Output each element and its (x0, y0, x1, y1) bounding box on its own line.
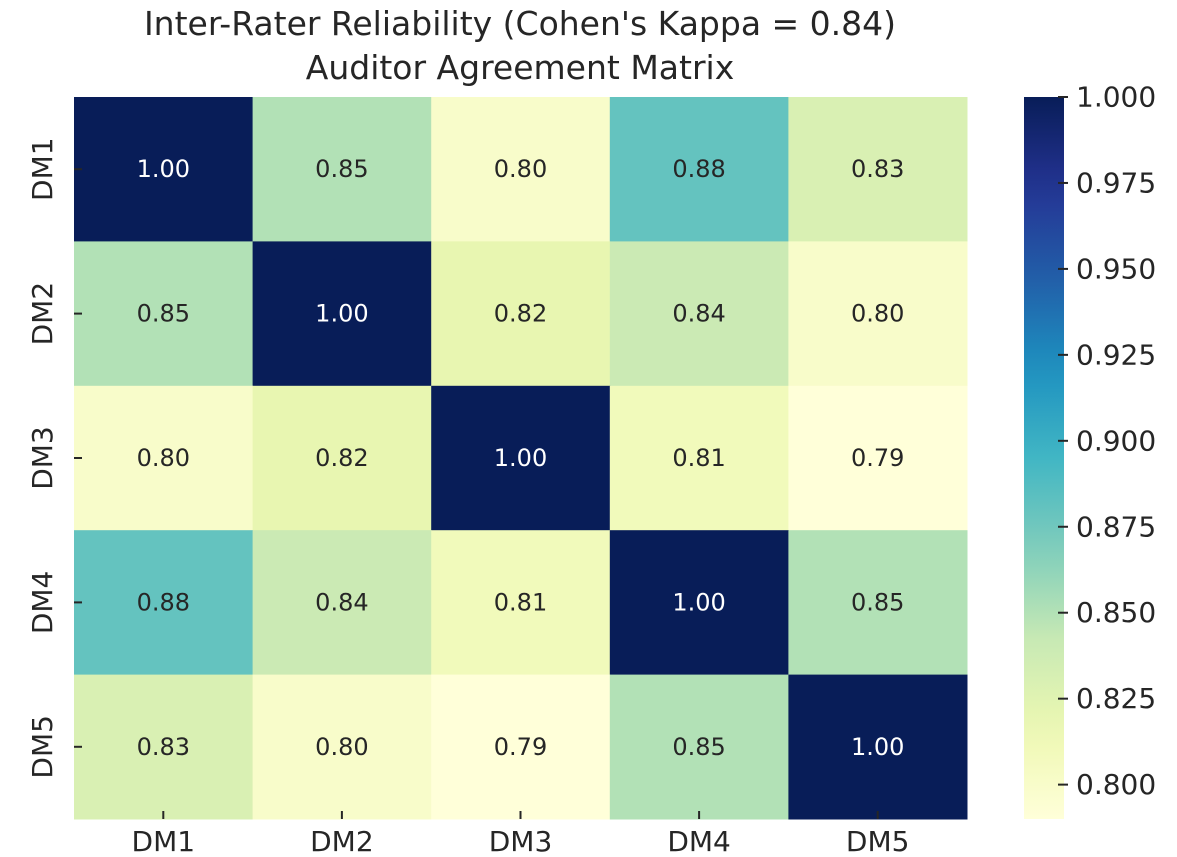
y-tick-label: DM4 (26, 571, 59, 635)
heatmap-cell-dm2-dm3 (431, 241, 611, 387)
heatmap-cell-dm2-dm5 (788, 241, 968, 387)
heatmap-cell-value: 0.81 (494, 588, 547, 616)
heatmap-cell-dm4-dm1 (74, 530, 254, 676)
heatmap-cell-dm3-dm1 (74, 385, 254, 531)
y-axis: DM1 DM2 DM3 DM4 DM5 (26, 137, 82, 779)
heatmap-cell-value: 0.85 (315, 155, 368, 183)
heatmap-cell-dm2-dm1 (74, 241, 254, 387)
heatmap-cell-dm3-dm4 (609, 385, 789, 531)
heatmap-cell-dm5-dm4 (609, 674, 789, 820)
colorbar-tick-label: 0.850 (1076, 596, 1156, 629)
y-tick-label: DM3 (26, 426, 59, 490)
heatmap-cell-value: 1.00 (315, 300, 368, 328)
colorbar: 0.800 0.825 0.850 0.875 0.900 0.925 0.950 0.975… (1024, 81, 1156, 819)
heatmap-cell-value: 1.00 (851, 733, 904, 761)
colorbar-tick-label: 0.925 (1076, 338, 1156, 371)
heatmap-cell-dm1-dm1 (74, 97, 254, 242)
heatmap-cell-value: 0.79 (494, 733, 547, 761)
heatmap-cell-value: 0.82 (494, 300, 547, 328)
heatmap-cell-value: 0.80 (494, 155, 547, 183)
heatmap-cell-value: 0.88 (672, 155, 725, 183)
heatmap-cell-value: 0.85 (851, 588, 904, 616)
heatmap-cell-dm4-dm4 (609, 530, 789, 676)
heatmap-cell-value: 0.83 (851, 155, 904, 183)
heatmap-cell-dm1-dm2 (252, 97, 432, 242)
heatmap-cell-labels: 1.00 0.85 0.80 0.88 0.83 0.85 1.00 0.82 0.84 0.80… (137, 155, 905, 761)
heatmap-cell-value: 0.82 (315, 444, 368, 472)
heatmap-cell-value: 0.80 (315, 733, 368, 761)
x-tick-label: DM1 (132, 825, 196, 857)
heatmap-cell-value: 0.80 (137, 444, 190, 472)
heatmap-cell-dm3-dm5 (788, 385, 968, 531)
heatmap-cell-value: 0.83 (137, 733, 190, 761)
heatmap-cell-dm3-dm3 (431, 385, 611, 531)
heatmap-cell-dm5-dm5 (788, 674, 968, 820)
colorbar-tick-label: 0.950 (1076, 252, 1156, 285)
heatmap-cell-dm2-dm4 (609, 241, 789, 387)
heatmap-cell-dm1-dm3 (431, 97, 611, 242)
heatmap-cell-dm5-dm3 (431, 674, 611, 820)
heatmap-cell-value: 0.81 (672, 444, 725, 472)
heatmap-cell-value: 0.80 (851, 300, 904, 328)
colorbar-tick-label: 0.825 (1076, 682, 1156, 715)
heatmap-cell-dm4-dm2 (252, 530, 432, 676)
heatmap-cell-value: 0.85 (137, 300, 190, 328)
heatmap-cells (74, 97, 968, 820)
x-axis: DM1 DM2 DM3 DM4 DM5 (132, 811, 910, 857)
x-tick-label: DM4 (667, 825, 731, 857)
colorbar-tick-label: 0.875 (1076, 510, 1156, 543)
heatmap-cell-dm3-dm2 (252, 385, 432, 531)
heatmap-cell-dm1-dm4 (609, 97, 789, 242)
y-tick-label: DM2 (26, 282, 59, 346)
x-tick-label: DM3 (489, 825, 553, 857)
heatmap-cell-value: 0.85 (672, 733, 725, 761)
heatmap-cell-dm5-dm2 (252, 674, 432, 820)
heatmap-cell-value: 0.84 (315, 588, 368, 616)
heatmap-cell-value: 0.79 (851, 444, 904, 472)
heatmap-cell-dm5-dm1 (74, 674, 254, 820)
heatmap-cell-dm1-dm5 (788, 97, 968, 242)
x-tick-label: DM5 (846, 825, 910, 857)
colorbar-tick-label: 1.000 (1076, 81, 1156, 114)
colorbar-gradient (1024, 97, 1064, 819)
y-tick-label: DM5 (26, 715, 59, 779)
colorbar-tick-label: 0.975 (1076, 166, 1156, 199)
colorbar-tick-label: 0.900 (1076, 424, 1156, 457)
heatmap-cell-value: 1.00 (137, 155, 190, 183)
heatmap-cell-value: 1.00 (672, 588, 725, 616)
heatmap-cell-value: 0.88 (137, 588, 190, 616)
chart-title: Inter-Rater Reliability (Cohen's Kappa =… (143, 4, 897, 43)
heatmap-cell-dm4-dm5 (788, 530, 968, 676)
x-tick-label: DM2 (310, 825, 374, 857)
chart-subtitle: Auditor Agreement Matrix (305, 48, 735, 87)
heatmap-cell-dm4-dm3 (431, 530, 611, 676)
colorbar-tick-label: 0.800 (1076, 768, 1156, 801)
heatmap-cell-value: 1.00 (494, 444, 547, 472)
heatmap-cell-dm2-dm2 (252, 241, 432, 387)
y-tick-label: DM1 (26, 137, 59, 201)
heatmap-cell-value: 0.84 (672, 300, 725, 328)
